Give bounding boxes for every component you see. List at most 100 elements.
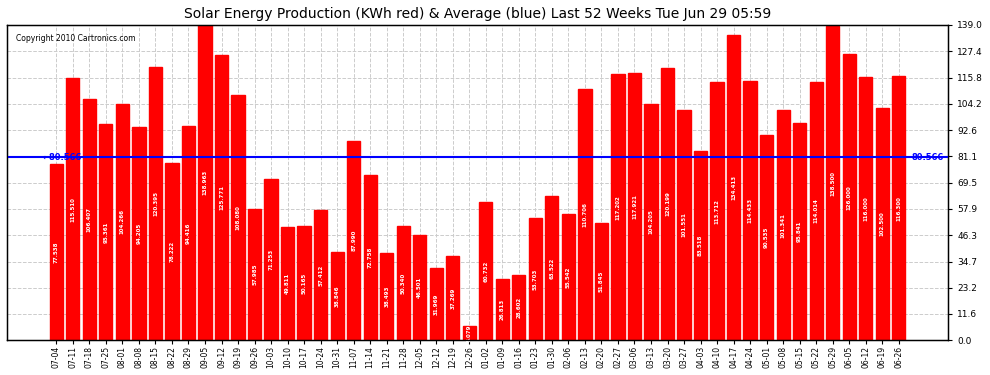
Text: ←80.566: ←80.566 <box>44 153 82 162</box>
Text: 94.205: 94.205 <box>137 223 142 244</box>
Text: 51.845: 51.845 <box>599 271 604 292</box>
Bar <box>644 104 657 340</box>
Bar <box>380 253 393 340</box>
Bar <box>479 202 492 340</box>
Bar <box>363 175 377 340</box>
Text: 50.165: 50.165 <box>302 273 307 294</box>
Text: 108.080: 108.080 <box>236 205 241 230</box>
Bar <box>182 126 195 340</box>
Text: 6.079: 6.079 <box>467 325 472 342</box>
Title: Solar Energy Production (KWh red) & Average (blue) Last 52 Weeks Tue Jun 29 05:5: Solar Energy Production (KWh red) & Aver… <box>184 7 771 21</box>
Text: 57.412: 57.412 <box>318 264 323 286</box>
Bar <box>331 252 344 340</box>
Text: 28.602: 28.602 <box>517 297 522 318</box>
Text: 50.340: 50.340 <box>401 273 406 294</box>
Text: 90.535: 90.535 <box>764 227 769 248</box>
Text: 53.703: 53.703 <box>533 268 538 290</box>
Bar <box>875 108 889 340</box>
Text: 113.712: 113.712 <box>715 199 720 224</box>
Text: 120.395: 120.395 <box>152 191 158 216</box>
Text: 94.416: 94.416 <box>186 222 191 244</box>
Bar <box>776 110 790 340</box>
Text: 49.811: 49.811 <box>285 273 290 294</box>
Text: 26.813: 26.813 <box>500 299 505 321</box>
Bar <box>298 226 311 340</box>
Text: 38.493: 38.493 <box>384 286 389 308</box>
Bar <box>727 35 741 340</box>
Bar <box>578 89 591 340</box>
Bar <box>347 141 360 340</box>
Bar <box>512 275 526 340</box>
Bar <box>66 78 79 340</box>
Text: 46.501: 46.501 <box>417 277 422 298</box>
Text: 101.551: 101.551 <box>681 213 686 237</box>
Text: 37.269: 37.269 <box>450 287 455 309</box>
Bar <box>842 54 855 340</box>
Bar <box>281 227 294 340</box>
Text: 78.222: 78.222 <box>169 241 174 262</box>
Text: 55.542: 55.542 <box>566 267 571 288</box>
Text: 104.205: 104.205 <box>648 210 653 234</box>
Text: 87.990: 87.990 <box>351 230 356 251</box>
Bar <box>810 82 823 340</box>
Bar <box>314 210 328 340</box>
Text: 95.361: 95.361 <box>103 221 108 243</box>
Bar <box>892 76 906 340</box>
Bar <box>529 218 542 340</box>
Bar <box>198 25 212 340</box>
Bar <box>232 95 245 340</box>
Text: 110.706: 110.706 <box>582 202 587 227</box>
Text: 57.985: 57.985 <box>252 264 257 285</box>
Text: 134.413: 134.413 <box>731 175 737 200</box>
Bar <box>99 124 113 340</box>
Text: 138.500: 138.500 <box>831 171 836 196</box>
Bar <box>612 74 625 340</box>
Bar <box>496 279 509 340</box>
Text: 71.253: 71.253 <box>268 249 273 270</box>
Bar <box>165 163 178 340</box>
Text: 117.202: 117.202 <box>616 195 621 220</box>
Text: 72.758: 72.758 <box>367 247 372 268</box>
Bar <box>561 214 575 340</box>
Bar <box>677 110 691 340</box>
Text: 95.841: 95.841 <box>797 221 802 242</box>
Bar <box>215 55 228 340</box>
Text: 60.732: 60.732 <box>483 261 488 282</box>
Text: 115.510: 115.510 <box>70 197 75 222</box>
Bar <box>116 104 129 340</box>
Text: Copyright 2010 Cartronics.com: Copyright 2010 Cartronics.com <box>17 34 136 44</box>
Bar <box>545 196 558 340</box>
Bar <box>661 68 674 340</box>
Text: 114.014: 114.014 <box>814 198 819 223</box>
Bar <box>694 151 707 340</box>
Text: 125.771: 125.771 <box>219 185 224 210</box>
Bar <box>264 178 277 340</box>
Bar <box>430 268 443 340</box>
Bar <box>743 81 756 340</box>
Bar <box>711 82 724 340</box>
Text: 126.000: 126.000 <box>846 185 851 210</box>
Text: 114.433: 114.433 <box>747 198 752 223</box>
Text: 106.407: 106.407 <box>87 207 92 232</box>
Text: 83.518: 83.518 <box>698 235 703 256</box>
Bar <box>595 223 608 340</box>
Text: 104.266: 104.266 <box>120 210 125 234</box>
Text: 101.341: 101.341 <box>781 213 786 238</box>
Bar <box>462 327 476 340</box>
Text: 117.921: 117.921 <box>632 194 637 219</box>
Bar <box>628 73 642 340</box>
Bar <box>397 226 410 340</box>
Text: 80.566: 80.566 <box>912 153 944 162</box>
Bar <box>859 77 872 340</box>
Bar <box>248 209 261 340</box>
Bar <box>133 126 146 340</box>
Bar <box>760 135 773 340</box>
Text: 77.538: 77.538 <box>53 242 58 263</box>
Text: 120.199: 120.199 <box>665 192 670 216</box>
Bar <box>793 123 806 340</box>
Bar <box>50 164 63 340</box>
Text: 38.846: 38.846 <box>335 285 340 307</box>
Bar <box>148 67 162 340</box>
Text: 138.963: 138.963 <box>203 170 208 195</box>
Text: 116.300: 116.300 <box>896 196 901 221</box>
